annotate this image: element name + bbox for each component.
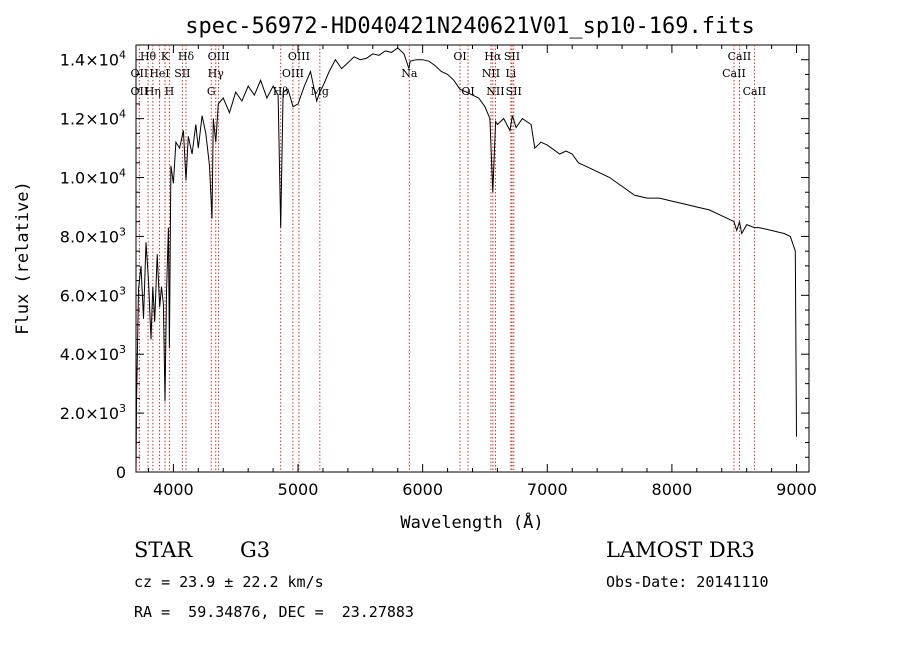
x-tick-label-5: 9000 [776,480,817,499]
x-tick-label-4: 8000 [652,480,693,499]
line-label-6: OII [131,85,149,98]
plot-frame [135,44,810,473]
line-label-0: Hδ [178,50,195,63]
line-label-18: OI [461,85,474,98]
line-label-8: H [165,85,175,98]
line-label-1: K [161,50,170,63]
y-axis-label: Flux (relative) [13,181,33,335]
line-label-9: OIII [208,50,230,63]
line-label-26: CaII [722,67,746,80]
line-label-17: OI [453,50,466,63]
line-label-16: Na [401,67,418,80]
y-tick-label-6: 1.2×104 [60,108,126,129]
line-label-2: Hθ [140,50,157,63]
line-label-27: CaII [743,85,767,98]
line-label-3: OII [131,67,149,80]
chart-title: spec-56972-HD040421N240621V01_sp10-169.f… [185,14,755,39]
line-label-24: SII [506,85,522,98]
line-label-14: OIII [282,67,304,80]
line-label-5: SII [174,67,190,80]
y-tick-label-1: 2.0×103 [60,402,126,423]
x-tick-label-2: 6000 [402,480,443,499]
object-subclass: G3 [240,538,271,562]
line-label-25: CaII [728,50,752,63]
y-tick-label-3: 6.0×103 [60,284,126,305]
line-label-22: Li [505,67,516,80]
spectrum-line [135,47,797,473]
redshift-text: cz = 23.9 ± 22.2 km/s [134,573,324,591]
line-label-10: Hγ [208,67,225,80]
obs-date-text: Obs-Date: 20141110 [606,573,769,591]
object-class: STAR [134,538,193,562]
y-tick-label-5: 1.0×104 [60,167,126,188]
x-tick-label-1: 5000 [278,480,319,499]
line-label-12: Hβ [273,85,289,98]
y-tick-label-4: 8.0×103 [60,225,126,246]
line-label-15: Mg [311,85,329,98]
survey-name: LAMOST DR3 [606,538,755,562]
x-tick-label-3: 7000 [527,480,568,499]
line-label-7: Hη [145,85,161,98]
line-label-4: HeI [149,67,169,80]
x-tick-label-0: 4000 [153,480,194,499]
axis-ticks: 4000 5000 6000 7000 8000 9000 0 2.0×103 4.0×103 6… [60,45,817,499]
y-tick-label-2: 4.0×103 [60,343,126,364]
coordinates-text: RA = 59.34876, DEC = 23.27883 [134,603,414,621]
line-label-21: NII [482,67,500,80]
line-label-23: NII [486,85,504,98]
emission-line-markers [138,45,755,472]
y-tick-label-7: 1.4×104 [60,49,126,70]
y-tick-label-0: 0 [116,463,126,482]
x-axis-label: Wavelength (Å) [400,511,543,533]
line-label-13: OIII [288,50,310,63]
line-label-11: G [207,85,216,98]
line-label-20: SII [504,50,520,63]
line-label-19: Hα [484,50,502,63]
